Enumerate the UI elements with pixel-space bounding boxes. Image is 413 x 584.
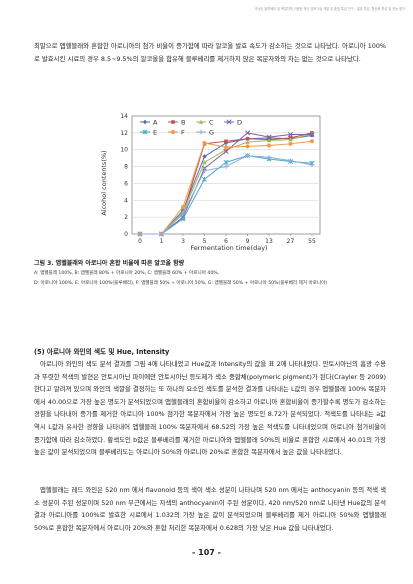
data-point	[201, 165, 208, 171]
data-point	[266, 155, 272, 160]
data-point	[159, 231, 164, 237]
page-number: - 107 -	[192, 548, 221, 557]
data-point	[245, 136, 250, 141]
section-heading-text: 아로니아 와인의 색도 및 Hue, Intensity	[46, 348, 170, 356]
x-tick-label: 13	[265, 238, 273, 245]
data-point	[309, 131, 315, 138]
data-point	[180, 211, 186, 216]
section-heading: (5) 아로니아 와인의 색도 및 Hue, Intensity	[34, 348, 170, 356]
legend-entry-D: D	[224, 118, 242, 126]
data-point	[202, 154, 207, 159]
data-point	[287, 131, 294, 138]
x-tick-label: 55	[308, 238, 316, 245]
legend-entry-A: A	[140, 118, 158, 126]
x-tick-label: 0	[138, 238, 142, 245]
data-point	[245, 153, 250, 158]
data-point	[244, 130, 251, 136]
legend-marker	[171, 130, 175, 134]
paragraph-color-analysis: 아로니아 와인의 색도 분석 결과를 그림 4에 나타내었고 Hue값과 Int…	[34, 360, 386, 457]
data-point	[223, 148, 229, 154]
data-point	[201, 176, 208, 182]
legend-marker	[226, 119, 232, 125]
legend-label: G	[209, 128, 214, 136]
legend-marker	[142, 129, 148, 135]
legend-label: C	[209, 118, 214, 126]
data-point	[288, 141, 293, 146]
y-tick-label: 2	[124, 214, 128, 221]
y-axis-label: Alcohol contents(%)	[100, 150, 108, 215]
y-tick-label: 10	[120, 147, 128, 154]
legend-marker	[198, 129, 204, 135]
paragraph-intro: 최말으로 앱헬블래와 혼합한 아로니아의 첨가 비율이 증가함에 따라 알코올 …	[34, 42, 386, 63]
legend-entry-C: C	[196, 118, 214, 126]
data-point	[180, 216, 186, 222]
x-tick-label: 3	[181, 238, 185, 245]
data-point	[202, 168, 207, 173]
figure-footnote-2: D: 아로니아 100%, E: 아로니아 100%(블루베리), F: 앱헬블…	[34, 281, 328, 286]
x-tick-label: 5	[203, 238, 207, 245]
series-line	[140, 140, 313, 235]
x-tick-label: 1	[160, 238, 164, 245]
y-tick-label: 14	[120, 113, 128, 120]
legend-entry-F: F	[168, 128, 185, 136]
legend-label: A	[153, 118, 158, 126]
x-tick-label: 9	[246, 238, 250, 245]
data-point	[223, 159, 229, 165]
data-point	[267, 143, 271, 148]
x-axis-label: Fermentation time(day)	[190, 244, 267, 252]
legend-entry-B: B	[168, 118, 185, 126]
legend-marker	[171, 120, 175, 124]
paragraph-hue-analysis: 앱헬블래는 레드 와인은 520 nm 에서 flavonoid 등의 색이 색…	[34, 486, 386, 532]
legend-entry-G: G	[196, 128, 214, 136]
series-G	[137, 153, 315, 237]
y-tick-label: 8	[124, 164, 128, 171]
legend-marker	[198, 119, 204, 124]
figure-caption: 그림 3. 앱헬블래와 아로니아 혼합 비율에 따른 알코올 함량	[34, 260, 185, 267]
legend-label: F	[181, 128, 185, 136]
y-tick-label: 12	[120, 130, 128, 137]
data-point	[224, 139, 228, 144]
data-point	[309, 162, 315, 168]
data-point	[266, 134, 272, 140]
data-point	[288, 158, 293, 163]
data-point	[137, 231, 143, 237]
series-F	[138, 139, 314, 236]
data-point	[288, 137, 293, 142]
y-tick-label: 4	[124, 197, 128, 204]
running-header: 국내산 블루베리 및 복분자를 이용한 와인 양조기술 개발 및 품질 특성 연…	[254, 7, 405, 11]
data-point	[245, 139, 250, 144]
data-point	[245, 144, 250, 149]
data-point	[202, 160, 207, 165]
legend-label: D	[237, 118, 242, 126]
figure-footnote-1: A: 앱헬블래 100%, B: 앱헬블래 80% + 아로니아 20%, C:…	[34, 271, 220, 276]
data-point	[181, 205, 185, 210]
legend-marker	[142, 119, 148, 125]
x-tick-label: 6	[224, 238, 228, 245]
data-point	[224, 145, 228, 150]
data-point	[310, 139, 314, 144]
y-tick-label: 0	[124, 231, 128, 238]
x-tick-label: 27	[287, 238, 295, 245]
data-point	[266, 138, 272, 143]
legend-label: E	[153, 128, 157, 136]
data-point	[202, 140, 207, 145]
y-tick-label: 6	[124, 180, 128, 187]
legend-label: B	[181, 118, 185, 126]
legend-entry-E: E	[140, 128, 157, 136]
data-point	[223, 164, 229, 169]
